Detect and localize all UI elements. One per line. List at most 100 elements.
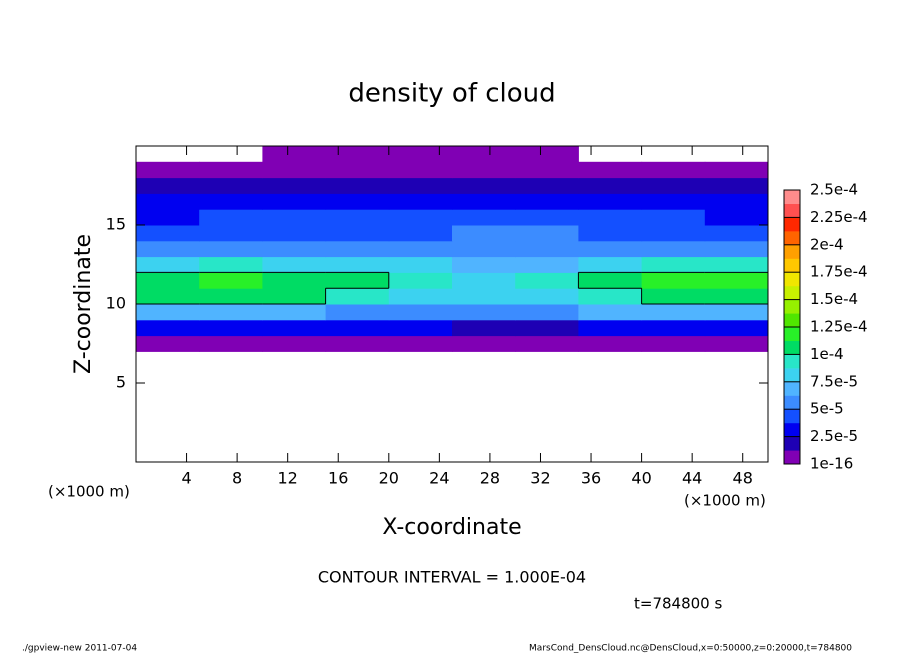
cell (199, 177, 263, 194)
cell (325, 335, 390, 352)
cell (578, 193, 643, 210)
cell (325, 272, 390, 289)
cell (325, 240, 390, 258)
cell (641, 161, 706, 179)
cell (515, 193, 579, 210)
x-tick-label: 44 (682, 469, 702, 488)
cell (452, 161, 516, 179)
colorbar-box (784, 313, 800, 328)
colorbar-box (784, 340, 800, 355)
cell (199, 304, 263, 321)
x-tick-label: 32 (530, 469, 550, 488)
colorbar-box (784, 258, 800, 273)
cell (704, 319, 769, 337)
colorbar-box (784, 381, 800, 396)
cell (136, 161, 200, 179)
cell (704, 288, 769, 305)
cell (515, 304, 579, 321)
cell (136, 193, 200, 210)
cell (136, 209, 200, 226)
colorbar-label: 2e-4 (810, 235, 844, 253)
cell (136, 146, 200, 162)
cell (515, 161, 579, 179)
colorbar-box (784, 231, 800, 246)
cell (452, 177, 516, 194)
cell (515, 177, 579, 194)
cell (199, 146, 263, 162)
cell (325, 256, 390, 273)
y-tick-label: 5 (116, 373, 126, 392)
colorbar-label: 7.5e-5 (810, 372, 858, 390)
colorbar-label: 1.25e-4 (810, 318, 868, 336)
cell (325, 319, 390, 337)
cell (515, 288, 579, 305)
colorbar-label: 1e-16 (810, 455, 853, 473)
colorbar-label: 1.5e-4 (810, 290, 858, 308)
x-unit-label: (×1000 m) (684, 492, 766, 510)
cell (136, 256, 200, 273)
colorbar-label: 2.5e-5 (810, 427, 858, 445)
cell (262, 319, 327, 337)
cell (578, 272, 643, 289)
cell (641, 177, 706, 194)
colorbar-box (784, 368, 800, 383)
cell (578, 177, 643, 194)
cell (452, 240, 516, 258)
cell (578, 209, 643, 226)
cell (262, 304, 327, 321)
cell (262, 240, 327, 258)
cell (136, 319, 200, 337)
cell (515, 272, 579, 289)
cell (578, 225, 643, 242)
cell (704, 304, 769, 321)
cell (136, 225, 200, 242)
y-tick-label: 10 (106, 294, 126, 313)
cell (262, 288, 327, 305)
cell (262, 335, 327, 352)
colorbar-box (784, 299, 800, 314)
cell (136, 272, 200, 289)
cell (262, 146, 327, 163)
footer-left: ./gpview-new 2011-07-04 (22, 644, 137, 654)
cell (199, 272, 263, 289)
cell (388, 177, 453, 194)
colorbar-box (784, 395, 800, 410)
cell (199, 256, 263, 273)
cell (515, 335, 579, 352)
footer-right: MarsCond_DensCloud.nc@DensCloud,x=0:5000… (529, 644, 852, 654)
cell (578, 288, 643, 305)
cell (136, 304, 200, 321)
y-axis-label: Z-coordinate (71, 234, 96, 374)
cell (262, 272, 327, 289)
x-tick-label: 4 (181, 469, 191, 488)
cell (515, 225, 579, 242)
cell (388, 146, 453, 163)
cell (704, 209, 769, 226)
colorbar-box (784, 422, 800, 437)
cell (199, 240, 263, 258)
colorbar-box (784, 409, 800, 424)
cell (199, 288, 263, 305)
x-tick-label: 28 (480, 469, 500, 488)
x-tick-label: 36 (581, 469, 601, 488)
cell (641, 304, 706, 321)
cell (262, 225, 327, 242)
colorbar-label: 1e-4 (810, 345, 844, 363)
cell (262, 193, 327, 210)
cell (325, 146, 390, 163)
cell (388, 288, 453, 305)
cell (199, 161, 263, 179)
y-unit-label: (×1000 m) (48, 483, 130, 501)
cell (641, 225, 706, 242)
cell (452, 335, 516, 352)
cell (704, 240, 769, 258)
colorbar-box (784, 327, 800, 341)
cell (388, 240, 453, 258)
colorbar-box (784, 285, 800, 300)
cell (641, 240, 706, 258)
cell (325, 209, 390, 226)
cell (641, 288, 706, 305)
cell (388, 319, 453, 337)
